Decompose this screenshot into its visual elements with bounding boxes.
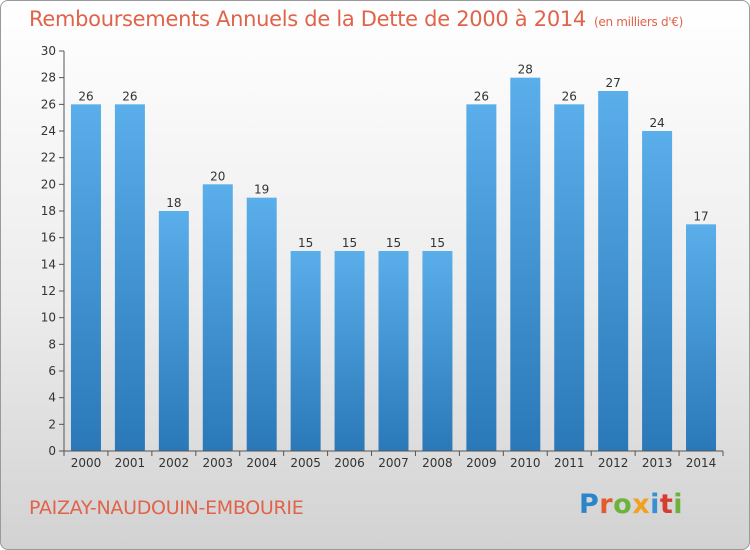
bar-2014 bbox=[686, 224, 717, 451]
logo-letter: x bbox=[632, 489, 651, 520]
y-tick-label: 30 bbox=[41, 44, 56, 58]
bar-2013 bbox=[642, 131, 673, 451]
data-label-2002: 18 bbox=[166, 196, 181, 210]
data-label-2011: 26 bbox=[562, 89, 577, 103]
y-tick-label: 18 bbox=[41, 204, 56, 218]
data-label-2004: 19 bbox=[254, 183, 269, 197]
x-tick-label-2013: 2013 bbox=[642, 456, 673, 470]
x-tick-label-2009: 2009 bbox=[466, 456, 497, 470]
y-tick-label: 8 bbox=[48, 337, 56, 351]
data-label-2008: 15 bbox=[430, 236, 445, 250]
bar-2003 bbox=[202, 184, 233, 452]
bars: 26 26 18 20 19 15 15 15 15 26 28 26 27 24 17 bbox=[70, 63, 717, 452]
bar-2007 bbox=[378, 251, 409, 451]
data-label-2000: 26 bbox=[78, 89, 93, 103]
bar-2012 bbox=[598, 91, 629, 451]
data-label-2009: 26 bbox=[474, 89, 489, 103]
chart-title: Remboursements Annuels de la Dette de 20… bbox=[29, 7, 683, 31]
y-tick-label: 24 bbox=[41, 124, 56, 138]
x-tick-label-2010: 2010 bbox=[510, 456, 541, 470]
x-tick-label-2001: 2001 bbox=[115, 456, 146, 470]
y-tick-label: 10 bbox=[41, 311, 56, 325]
logo-letter: P bbox=[579, 489, 600, 520]
x-tick-label-2002: 2002 bbox=[159, 456, 190, 470]
y-tick-label: 4 bbox=[48, 391, 56, 405]
y-tick-label: 0 bbox=[48, 444, 56, 458]
x-tick-label-2014: 2014 bbox=[686, 456, 717, 470]
logo-letter: t bbox=[659, 489, 674, 520]
bar-2005 bbox=[290, 251, 321, 451]
logo-letter: i bbox=[673, 489, 684, 520]
bar-2006 bbox=[334, 251, 365, 451]
y-tick-label: 20 bbox=[41, 177, 56, 191]
x-tick-label-2000: 2000 bbox=[71, 456, 102, 470]
bar-2001 bbox=[114, 104, 145, 451]
x-tick-label-2012: 2012 bbox=[598, 456, 629, 470]
data-label-2005: 15 bbox=[298, 236, 313, 250]
x-tick-label-2006: 2006 bbox=[334, 456, 365, 470]
data-label-2012: 27 bbox=[606, 76, 621, 90]
y-tick-label: 14 bbox=[41, 257, 56, 271]
bar-2010 bbox=[510, 77, 541, 452]
bar-2004 bbox=[246, 197, 277, 451]
bar-2011 bbox=[554, 104, 585, 451]
x-axis: 2000 2001 2002 2003 2004 2005 2006 2007 2008 2009… bbox=[63, 450, 724, 470]
bar-2008 bbox=[422, 251, 453, 451]
chart-unit: (en milliers d'€) bbox=[594, 15, 684, 29]
data-label-2013: 24 bbox=[649, 116, 664, 130]
x-tick-label-2007: 2007 bbox=[378, 456, 409, 470]
logo-letter: r bbox=[599, 489, 614, 520]
data-label-2014: 17 bbox=[693, 209, 708, 223]
bar-2000 bbox=[70, 104, 101, 451]
data-label-2001: 26 bbox=[122, 89, 137, 103]
logo-letter: o bbox=[613, 489, 633, 520]
y-tick-label: 6 bbox=[48, 364, 56, 378]
x-tick-label-2011: 2011 bbox=[554, 456, 585, 470]
data-label-2010: 28 bbox=[518, 63, 533, 77]
logo-letter: i bbox=[650, 489, 660, 520]
x-tick-label-2004: 2004 bbox=[246, 456, 277, 470]
y-tick-label: 12 bbox=[41, 284, 56, 298]
x-tick-label-2003: 2003 bbox=[202, 456, 233, 470]
bar-2002 bbox=[158, 211, 189, 451]
commune-name: PAIZAY-NAUDOUIN-EMBOURIE bbox=[29, 497, 304, 519]
y-tick-label: 16 bbox=[41, 231, 56, 245]
data-label-2006: 15 bbox=[342, 236, 357, 250]
x-tick-label-2005: 2005 bbox=[290, 456, 321, 470]
y-tick-label: 26 bbox=[41, 97, 56, 111]
y-tick-label: 2 bbox=[48, 417, 56, 431]
chart-title-text: Remboursements Annuels de la Dette de 20… bbox=[29, 7, 586, 31]
data-label-2003: 20 bbox=[210, 169, 225, 183]
bar-2009 bbox=[466, 104, 497, 451]
proxiti-logo: Proxiti bbox=[579, 489, 683, 520]
y-tick-label: 28 bbox=[41, 71, 56, 85]
data-label-2007: 15 bbox=[386, 236, 401, 250]
y-tick-label: 22 bbox=[41, 151, 56, 165]
x-tick-label-2008: 2008 bbox=[422, 456, 453, 470]
